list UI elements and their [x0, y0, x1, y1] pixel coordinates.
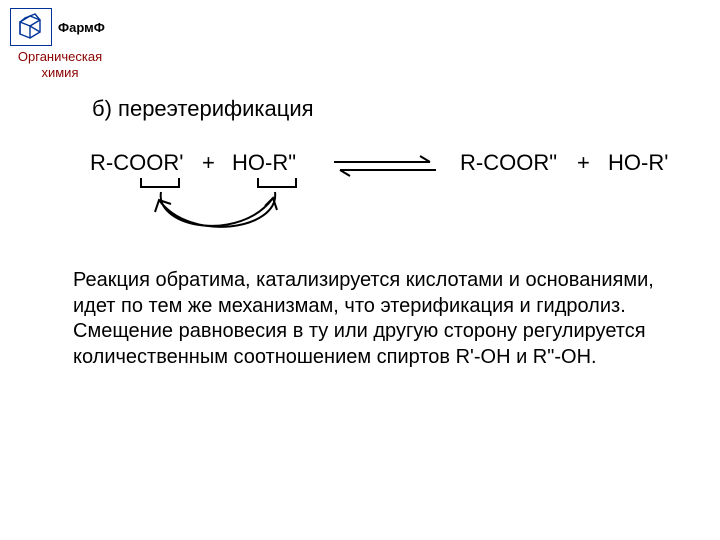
- section-title: б) переэтерификация: [92, 96, 314, 122]
- logo-icon: [10, 8, 52, 46]
- bracket-right: [257, 178, 297, 188]
- product-ester: R-COOR": [460, 150, 557, 176]
- header-block: ФармФ Органическая химия: [10, 8, 110, 82]
- subject-label: Органическая химия: [10, 49, 110, 82]
- reaction-scheme: R-COOR' + HO-R" R-COOR" + HO-R': [90, 150, 650, 240]
- product-alcohol: HO-R': [608, 150, 668, 176]
- logo-label: ФармФ: [58, 20, 105, 35]
- logo-row: ФармФ: [10, 8, 105, 46]
- equilibrium-arrow-icon: [330, 154, 440, 178]
- plus-sign-1: +: [202, 150, 215, 176]
- bracket-left: [140, 178, 180, 188]
- description-paragraph: Реакция обратима, катализируется кислота…: [73, 268, 663, 370]
- reactant-alcohol: HO-R": [232, 150, 296, 176]
- plus-sign-2: +: [577, 150, 590, 176]
- exchange-arrows-icon: [145, 188, 305, 248]
- subject-line2: химия: [41, 65, 78, 80]
- reactant-ester: R-COOR': [90, 150, 183, 176]
- subject-line1: Органическая: [18, 49, 102, 64]
